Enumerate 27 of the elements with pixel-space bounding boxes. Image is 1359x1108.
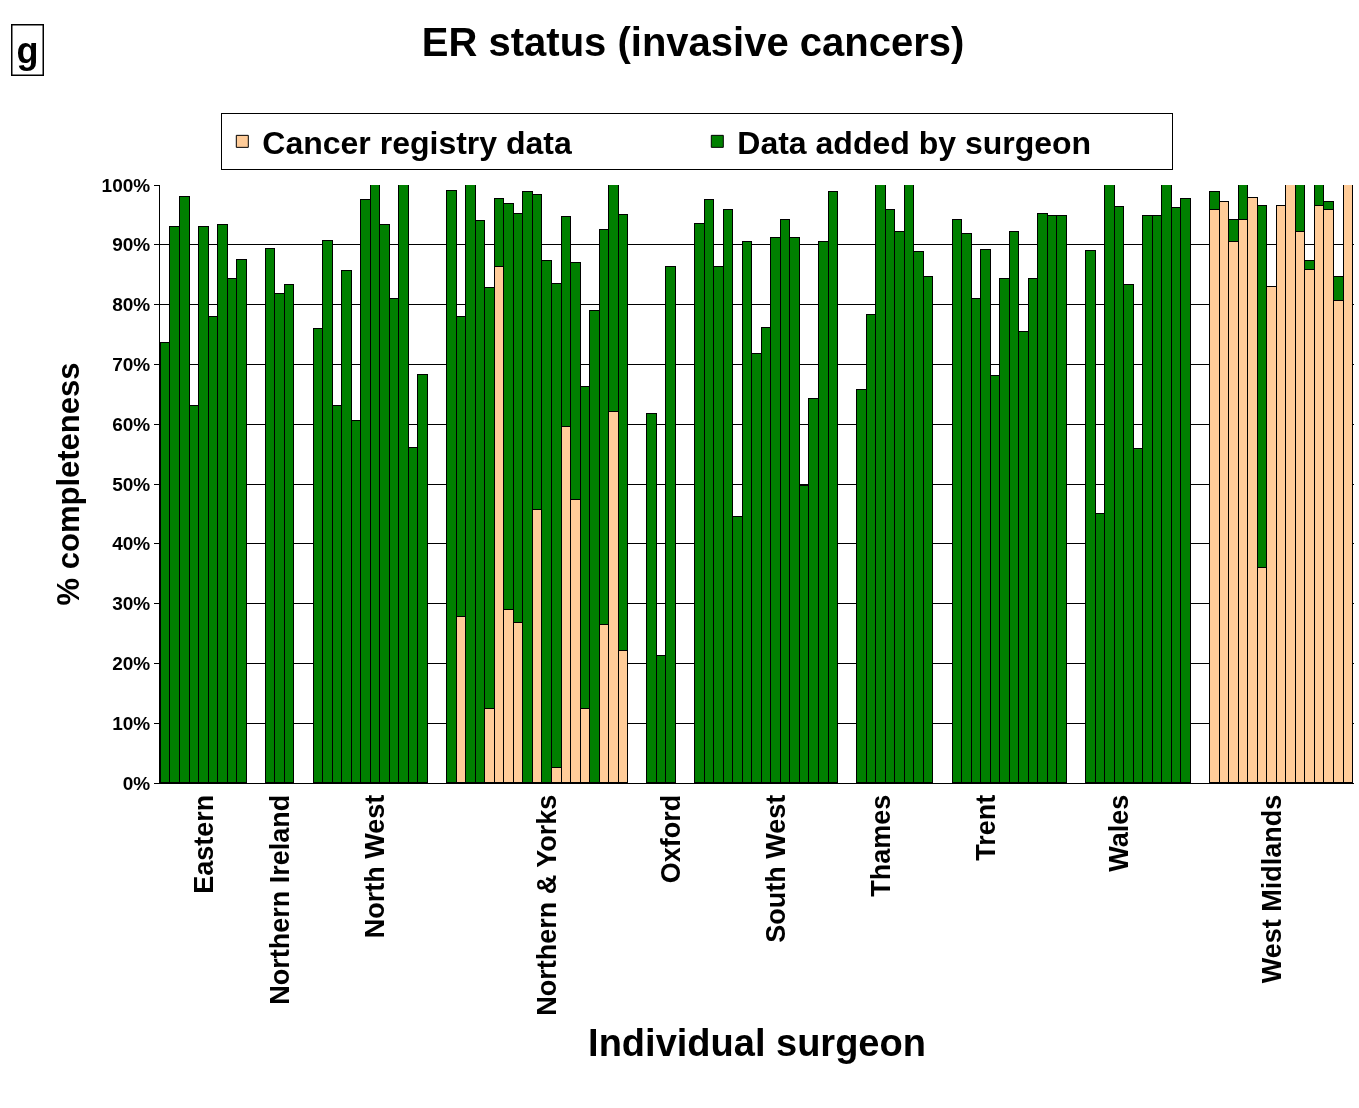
x-tick-label: Oxford — [655, 794, 686, 884]
legend-label: Cancer registry data — [262, 124, 572, 161]
y-tick-label: 50% — [112, 473, 151, 495]
x-tick-label: Northern Ireland — [264, 794, 295, 1005]
y-tick-label: 20% — [112, 653, 151, 675]
x-tick-label: Trent — [970, 794, 1001, 861]
y-tick-label: 10% — [112, 712, 151, 734]
x-tick-label: Thames — [865, 794, 896, 897]
x-tick-label: Eastern — [188, 794, 219, 894]
x-tick-label: West Midlands — [1256, 794, 1287, 984]
y-tick-label: 0% — [122, 772, 151, 794]
y-tick-label: 70% — [112, 354, 151, 376]
y-tick-label: 80% — [112, 294, 151, 316]
x-tick-label: North West — [360, 794, 391, 939]
y-tick-label: 40% — [112, 533, 151, 555]
y-tick-label: 90% — [112, 234, 151, 256]
legend-label: Data added by surgeon — [737, 124, 1092, 161]
x-tick-label: Wales — [1104, 794, 1135, 872]
x-tick-label: South West — [760, 794, 791, 943]
y-tick-label: 30% — [112, 593, 151, 615]
y-axis-title: % completeness — [51, 362, 87, 606]
y-tick-label: 60% — [112, 413, 151, 435]
chart-title: ER status (invasive cancers) — [421, 19, 965, 64]
x-axis-title: Individual surgeon — [588, 1021, 926, 1064]
x-tick-label: Northern & Yorks — [531, 794, 562, 1016]
text: g — [16, 29, 39, 71]
y-tick-label: 100% — [101, 174, 151, 196]
